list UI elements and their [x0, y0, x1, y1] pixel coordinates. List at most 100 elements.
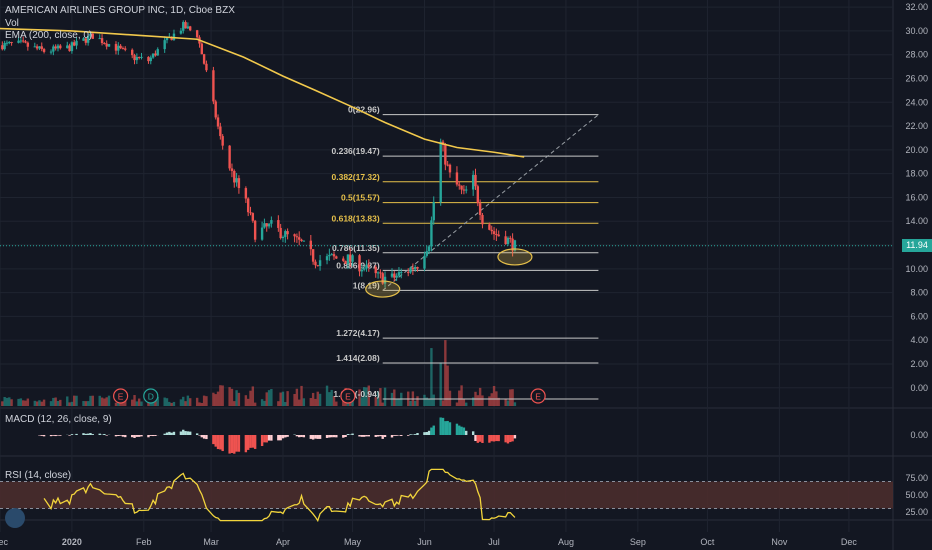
candle-body — [119, 45, 122, 49]
candle-body — [346, 254, 350, 265]
volume-bar — [235, 390, 238, 406]
candle-body — [497, 234, 500, 237]
volume-bar — [462, 399, 466, 406]
candle-body — [82, 38, 85, 41]
volume-bar — [228, 387, 231, 406]
volume-bar — [260, 399, 264, 406]
price-tick-label: 4.00 — [910, 335, 928, 345]
macd-bar — [221, 435, 224, 452]
candle-body — [423, 255, 426, 269]
candle-body — [267, 223, 271, 227]
candle-body — [117, 45, 120, 51]
macd-bar — [318, 435, 322, 439]
volume-bar — [8, 397, 11, 406]
candle-body — [330, 254, 333, 256]
time-tick-label: Dec — [0, 537, 8, 547]
macd-bar — [439, 417, 442, 435]
volume-bar — [219, 385, 222, 406]
volume-bar — [202, 395, 206, 406]
candle-body — [86, 36, 90, 43]
candle-body — [105, 43, 108, 47]
macd-bar — [119, 435, 122, 436]
volume-bar — [73, 395, 76, 406]
macd-bar — [263, 435, 266, 443]
volume-bar — [293, 393, 296, 406]
price-axis[interactable]: 32.00 30.00 28.00 26.00 24.00 22.00 20.00 18.00… — [0, 2, 928, 517]
candle-body — [70, 42, 74, 52]
candle-body — [75, 40, 78, 46]
rsi-band — [0, 481, 893, 509]
volume-legend: Vol — [5, 18, 19, 29]
volume-bar — [26, 398, 30, 406]
event-marker-icon — [530, 388, 546, 404]
macd-bar — [59, 435, 62, 436]
volume-bar — [423, 394, 426, 406]
volume-bar — [379, 388, 382, 406]
macd-bar — [509, 435, 512, 443]
volume-bar — [265, 392, 268, 406]
fibonacci-retracement[interactable]: 0(22.96) 0.236(19.47) 0.382(17.32) 0.5(15.5… — [332, 105, 599, 400]
macd-bar — [135, 435, 139, 437]
volume-bar — [249, 390, 252, 406]
macd-bar — [492, 435, 496, 442]
fib-level-label: 0.5(15.57) — [341, 193, 380, 203]
time-tick-label: Jul — [488, 537, 500, 547]
macd-bar — [383, 435, 387, 438]
volume-bar — [221, 385, 224, 406]
volume-bar — [200, 402, 203, 406]
rsi-tick-label: 25.00 — [905, 507, 928, 517]
volume-bar — [52, 397, 55, 406]
macd-histogram — [38, 417, 517, 454]
candle-body — [182, 22, 185, 31]
volume-bar — [430, 348, 433, 406]
volume-bar — [184, 401, 187, 406]
candle-body — [54, 46, 57, 49]
candle-body — [281, 236, 285, 239]
macd-bar — [233, 435, 236, 454]
candle-body — [395, 275, 398, 278]
volume-bar — [395, 398, 398, 406]
tradingview-logo-icon[interactable] — [5, 508, 25, 528]
candle-body — [202, 54, 206, 64]
time-tick-label: Aug — [558, 537, 574, 547]
volume-bar — [137, 398, 141, 406]
macd-bar — [89, 433, 92, 435]
volume-bar — [455, 402, 459, 406]
price-tick-label: 18.00 — [905, 169, 928, 179]
candle-body — [439, 141, 442, 203]
volume-bar — [476, 395, 480, 406]
macd-bar — [309, 435, 313, 439]
candle-body — [188, 26, 192, 31]
macd-bar — [465, 430, 468, 435]
candle-body — [390, 273, 394, 277]
macd-bar — [216, 435, 220, 450]
volume-bar — [82, 401, 85, 406]
candle-body — [383, 276, 387, 284]
time-tick-label: Feb — [136, 537, 152, 547]
candle-body — [200, 43, 203, 55]
macd-bar — [360, 435, 364, 437]
candle-body — [235, 178, 238, 183]
macd-bar — [351, 433, 354, 435]
macd-bar — [279, 435, 282, 441]
candle-body — [430, 220, 433, 247]
volume-bar — [376, 391, 380, 406]
volume-bar — [504, 398, 507, 406]
macd-bar — [154, 435, 157, 436]
candle-body — [205, 63, 208, 71]
candle-body — [165, 36, 169, 41]
macd-bar — [103, 433, 106, 435]
macd-bar — [184, 431, 187, 435]
volume-bar — [195, 397, 199, 406]
time-axis[interactable]: Dec 2020 Feb Mar Apr May Jun Jul Aug Sep Oct Nov Dec — [0, 537, 857, 547]
macd-bar — [474, 435, 477, 441]
candle-body — [448, 164, 452, 173]
candle-body — [492, 231, 496, 235]
candle-body — [59, 45, 62, 49]
volume-bar — [360, 397, 364, 406]
time-tick-label: Oct — [700, 537, 715, 547]
volume-bar — [513, 402, 517, 406]
